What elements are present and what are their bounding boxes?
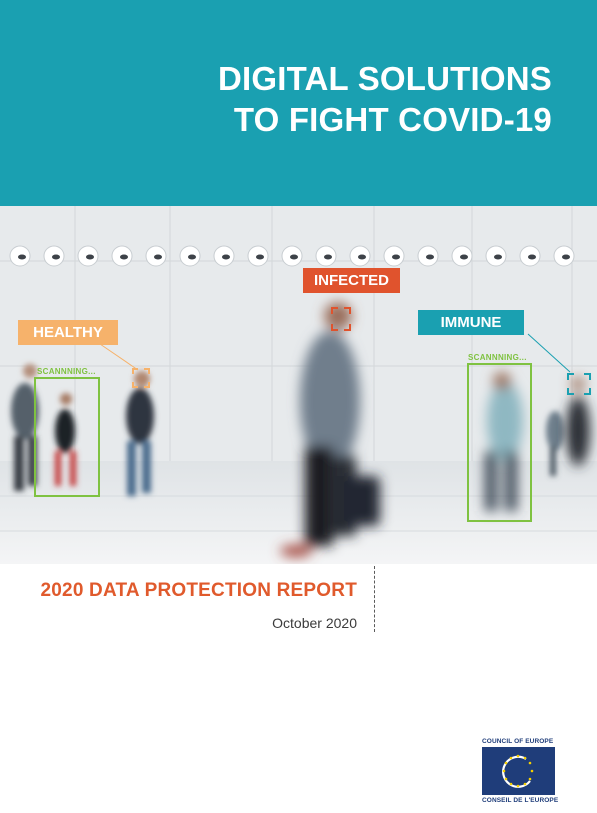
cover-photo-illustration [0, 206, 597, 564]
cover-title: DIGITAL SOLUTIONS TO FIGHT COVID-19 [218, 58, 552, 140]
logo-text-top: COUNCIL OF EUROPE [482, 738, 554, 745]
report-title: 2020 DATA PROTECTION REPORT [40, 580, 357, 601]
tag-immune: IMMUNE [418, 310, 524, 335]
council-of-europe-logo: COUNCIL OF EUROPE CONSEIL DE L'EUROPE [482, 738, 559, 804]
vertical-dashed-divider [374, 566, 375, 632]
cover-photo: HEALTHY INFECTED IMMUNE SCANNNING... SCA… [0, 206, 597, 564]
report-date: October 2020 [272, 615, 357, 631]
logo-text-bottom: CONSEIL DE L'EUROPE [482, 797, 559, 804]
cover-title-line-1: DIGITAL SOLUTIONS [217, 60, 552, 97]
tag-infected: INFECTED [303, 268, 400, 293]
scanning-label-right: SCANNNING... [468, 353, 527, 362]
tag-healthy: HEALTHY [18, 320, 118, 345]
cover-header-band: DIGITAL SOLUTIONS TO FIGHT COVID-19 [0, 0, 597, 206]
cover-title-line-2: TO FIGHT COVID-19 [233, 101, 552, 138]
scanning-label-left: SCANNNING... [37, 367, 96, 376]
council-of-europe-emblem-icon [482, 747, 555, 795]
